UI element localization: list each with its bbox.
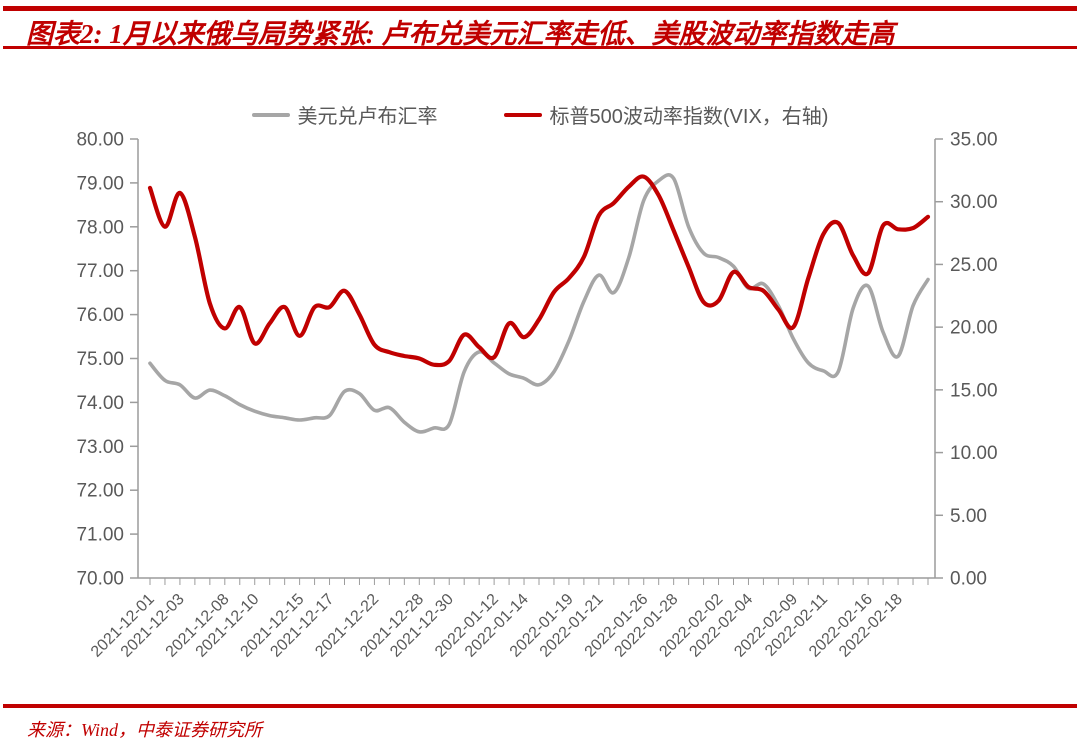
left-axis-tick-label: 79.00 [76,173,124,194]
legend-item-usdrub: 美元兑卢布汇率 [251,100,438,129]
left-axis-tick-label: 71.00 [76,525,124,546]
source-note: 来源：Wind，中泰证券研究所 [27,720,263,740]
left-axis-tick-label: 74.00 [76,393,124,414]
chart-legend: 美元兑卢布汇率 标普500波动率指数(VIX，右轴) [0,100,1080,129]
left-axis-tick-label: 73.00 [76,437,124,458]
footer-divider [3,704,1077,708]
usdrub-line [148,173,930,434]
right-axis-tick-label: 20.00 [950,318,998,339]
vix-line [147,174,931,368]
top-divider [3,6,1077,11]
red-line-sample-icon [503,112,542,117]
right-axis-tick-label: 25.00 [950,255,998,276]
left-axis-tick-label: 77.00 [76,261,124,282]
right-axis-tick-label: 0.00 [950,569,987,590]
right-axis-tick-label: 15.00 [950,380,998,401]
chart-title: 图表2: 1月以来俄乌局势紧张: 卢布兑美元汇率走低、美股波动率指数走高 [26,19,895,49]
left-axis-tick-label: 76.00 [76,305,124,326]
left-axis-tick-label: 72.00 [76,481,124,502]
legend-label-vix: 标普500波动率指数(VIX，右轴) [549,106,829,128]
left-axis-tick-label: 80.00 [76,130,124,151]
right-axis-tick-label: 30.00 [950,192,998,213]
legend-label-usdrub: 美元兑卢布汇率 [297,106,438,128]
legend-item-vix: 标普500波动率指数(VIX，右轴) [503,100,829,129]
gray-line-sample-icon [251,112,290,117]
left-axis-tick-label: 75.00 [76,349,124,370]
right-axis-tick-label: 5.00 [950,506,987,527]
right-axis-tick-label: 10.00 [950,443,998,464]
left-axis-tick-label: 78.00 [76,217,124,238]
left-axis-tick-label: 70.00 [76,569,124,590]
right-axis-tick-label: 35.00 [950,130,998,151]
title-divider [3,46,1077,49]
